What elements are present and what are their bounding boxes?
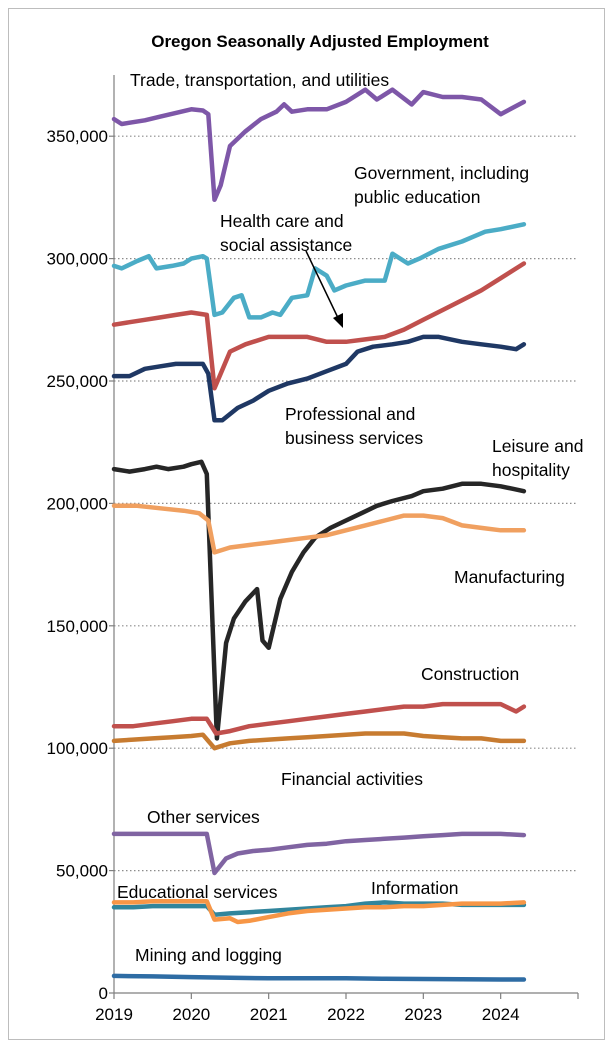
series-label-10: Educational services bbox=[117, 882, 278, 902]
series-label-4: hospitality bbox=[492, 460, 570, 480]
x-tick-label: 2022 bbox=[327, 1005, 365, 1024]
health-care-pointer-arrowhead bbox=[333, 313, 343, 328]
y-tick-label: 150,000 bbox=[47, 617, 108, 636]
y-tick-label: 200,000 bbox=[47, 494, 108, 513]
series-line-7 bbox=[111, 731, 527, 751]
health-care-pointer-arrow bbox=[305, 250, 340, 321]
series-label-2: Health care and bbox=[220, 211, 344, 231]
axes bbox=[109, 75, 579, 999]
series-labels: Trade, transportation, and utilities Gove… bbox=[117, 70, 583, 965]
series-line-4 bbox=[111, 459, 527, 741]
series-label-9: Information bbox=[371, 878, 459, 898]
x-tick-label: 2021 bbox=[250, 1005, 288, 1024]
series-label-1: public education bbox=[354, 187, 480, 207]
chart-frame bbox=[8, 8, 605, 1040]
series-label-6: Construction bbox=[421, 664, 519, 684]
chart-title: Oregon Seasonally Adjusted Employment bbox=[151, 32, 489, 51]
series-label-0: Trade, transportation, and utilities bbox=[130, 70, 389, 90]
series-line-2 bbox=[111, 261, 527, 391]
y-tick-label: 350,000 bbox=[47, 127, 108, 146]
series-label-5: Manufacturing bbox=[454, 567, 565, 587]
series-label-3: business services bbox=[285, 428, 423, 448]
x-tick-label: 2024 bbox=[482, 1005, 520, 1024]
series-line-8 bbox=[111, 831, 527, 876]
series-line-0 bbox=[111, 87, 527, 203]
series-line-10 bbox=[111, 898, 527, 925]
y-tick-label: 0 bbox=[99, 984, 108, 1003]
series-lines bbox=[111, 87, 527, 982]
y-tick-label: 50,000 bbox=[56, 862, 108, 881]
series-label-7: Financial activities bbox=[281, 769, 423, 789]
series-label-3: Professional and bbox=[285, 404, 415, 424]
series-label-4: Leisure and bbox=[492, 436, 583, 456]
y-tick-labels: 0 50,000 100,000 150,000 200,000 250,000 300,0… bbox=[47, 127, 108, 1003]
series-line-6 bbox=[111, 701, 527, 736]
y-tick-label: 250,000 bbox=[47, 372, 108, 391]
series-label-2: social assistance bbox=[220, 235, 352, 255]
y-tick-label: 100,000 bbox=[47, 739, 108, 758]
series-line-5 bbox=[111, 503, 527, 555]
series-line-1 bbox=[111, 222, 527, 320]
x-tick-label: 2023 bbox=[404, 1005, 442, 1024]
series-label-1: Government, including bbox=[354, 163, 529, 183]
x-tick-labels: 2019 2020 2021 2022 2023 2024 bbox=[95, 1005, 519, 1024]
x-tick-label: 2020 bbox=[172, 1005, 210, 1024]
series-line-3 bbox=[111, 334, 527, 423]
series-label-8: Other services bbox=[147, 807, 260, 827]
series-label-11: Mining and logging bbox=[135, 945, 282, 965]
x-tick-label: 2019 bbox=[95, 1005, 133, 1024]
series-line-11 bbox=[111, 973, 527, 982]
y-tick-label: 300,000 bbox=[47, 250, 108, 269]
